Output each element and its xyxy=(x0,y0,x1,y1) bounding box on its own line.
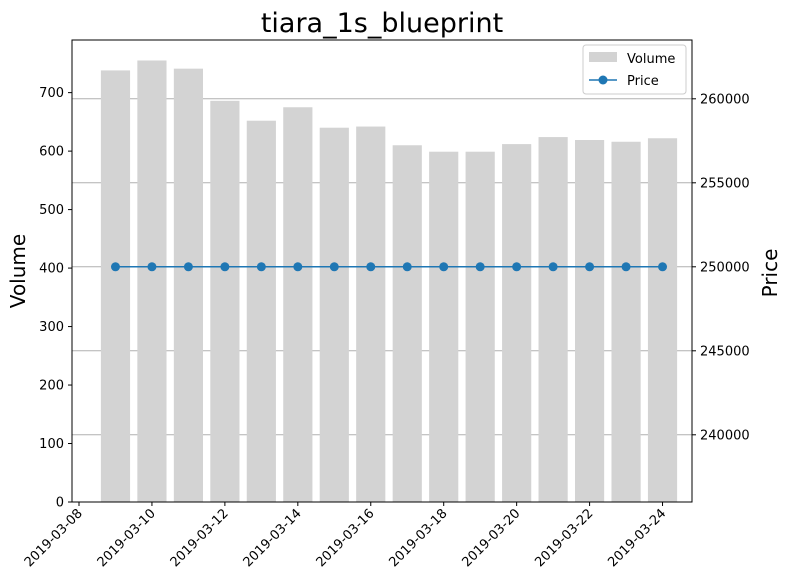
y2-tick-label: 245000 xyxy=(700,344,750,359)
legend-price-label: Price xyxy=(627,74,659,89)
plot-frame xyxy=(71,39,693,503)
price-point xyxy=(439,262,449,272)
volume-bar xyxy=(502,144,532,503)
y-tick-label: 600 xyxy=(39,145,64,160)
volume-bar xyxy=(137,60,167,502)
volume-bar xyxy=(100,70,131,502)
price-point xyxy=(621,262,631,272)
y-tick-label: 0 xyxy=(56,496,64,511)
volume-bar xyxy=(356,126,386,503)
price-point xyxy=(256,262,266,272)
volume-bar xyxy=(319,127,349,502)
chart-title: tiara_1s_blueprint xyxy=(261,8,503,39)
volume-bar xyxy=(173,68,203,502)
y2-tick-label: 250000 xyxy=(700,260,750,275)
x-tick-label: 2019-03-18 xyxy=(386,506,450,570)
price-point xyxy=(402,262,412,272)
y2-axis-label: Price xyxy=(758,249,782,298)
x-tick-label: 2019-03-10 xyxy=(95,506,159,570)
y-tick-label: 700 xyxy=(39,86,64,101)
x-tick-label: 2019-03-08 xyxy=(22,506,86,570)
price-point xyxy=(585,262,595,272)
y-tick-label: 100 xyxy=(39,437,64,452)
price-point xyxy=(147,262,157,272)
volume-bar xyxy=(210,100,240,502)
price-point xyxy=(110,262,120,272)
y2-tick-label: 255000 xyxy=(700,176,750,191)
y-tick-label: 500 xyxy=(39,203,64,218)
price-line xyxy=(110,262,668,272)
x-tick-label: 2019-03-22 xyxy=(532,506,596,570)
legend-volume-label: Volume xyxy=(627,52,675,67)
x-tick-label: 2019-03-20 xyxy=(459,506,523,570)
volume-bar xyxy=(538,137,568,502)
volume-bars xyxy=(100,60,678,503)
legend-volume-swatch xyxy=(589,52,617,62)
price-point xyxy=(220,262,230,272)
y-tick-label: 200 xyxy=(39,379,64,394)
price-point xyxy=(329,262,339,272)
price-point xyxy=(366,262,376,272)
volume-bar xyxy=(429,151,459,502)
y-axis-label: Volume xyxy=(6,234,30,308)
y2-tick-label: 260000 xyxy=(700,92,750,107)
legend: Volume Price xyxy=(582,44,687,95)
price-point xyxy=(512,262,522,272)
volume-bar xyxy=(575,140,605,502)
volume-bar xyxy=(246,120,276,502)
legend-price-marker xyxy=(598,75,608,85)
volume-bar xyxy=(283,107,313,502)
price-point xyxy=(183,262,193,272)
x-tick-label: 2019-03-12 xyxy=(168,506,232,570)
x-tick-label: 2019-03-16 xyxy=(314,506,378,570)
price-point xyxy=(475,262,485,272)
y-axis-left: 0 100 200 300 400 500 600 700 xyxy=(39,86,72,511)
y2-tick-label: 240000 xyxy=(700,428,750,443)
y-axis-right: 240000 245000 250000 255000 260000 xyxy=(692,92,750,443)
price-point xyxy=(293,262,303,272)
x-tick-label: 2019-03-14 xyxy=(241,506,305,570)
price-point xyxy=(658,262,668,272)
volume-bar xyxy=(392,145,422,503)
price-point xyxy=(548,262,558,272)
x-axis: 2019-03-08 2019-03-10 2019-03-12 2019-03-14… xyxy=(22,502,669,570)
y-tick-label: 400 xyxy=(39,262,64,277)
y-tick-label: 300 xyxy=(39,320,64,335)
volume-bar xyxy=(647,138,678,502)
x-tick-label: 2019-03-24 xyxy=(605,506,669,570)
volume-bar xyxy=(465,151,495,502)
volume-bar xyxy=(611,141,641,502)
